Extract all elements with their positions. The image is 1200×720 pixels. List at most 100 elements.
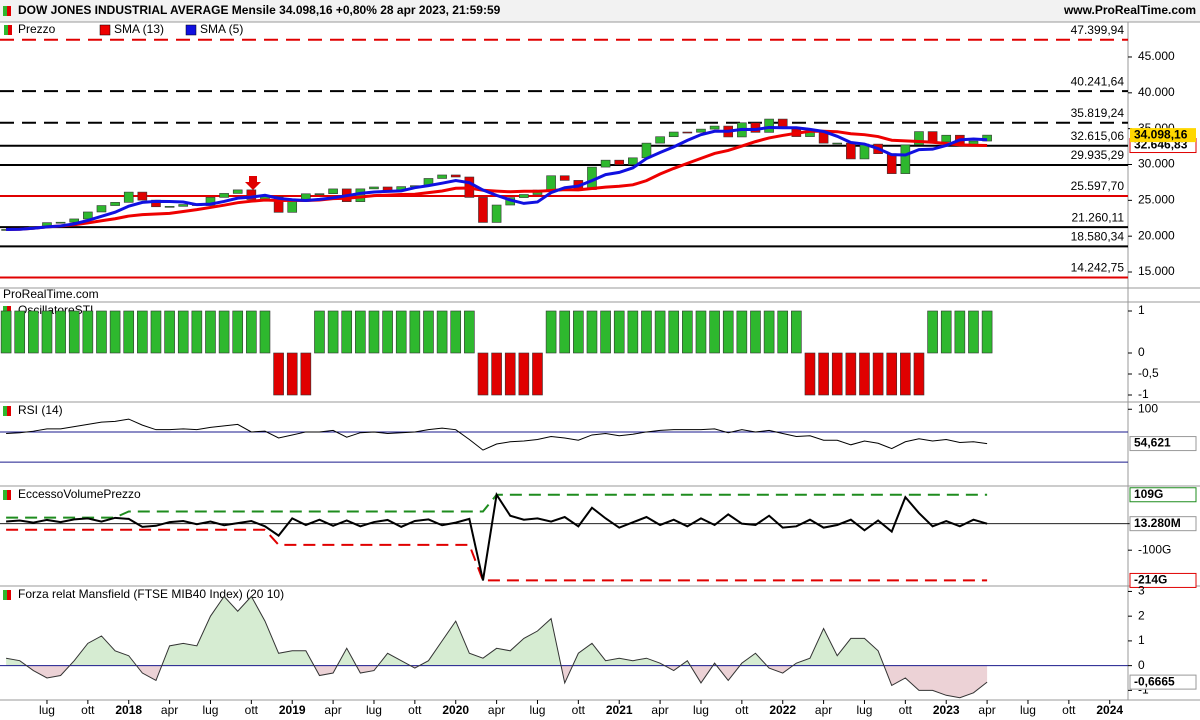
level-label: 25.597,70: [1071, 179, 1125, 193]
oscillator-bar: [981, 310, 993, 354]
y-tick-label: 1: [1138, 633, 1145, 647]
indicator-line: [6, 492, 988, 581]
x-tick-label: apr: [651, 703, 668, 717]
oscillator-bar: [900, 352, 911, 396]
header-site: www.ProRealTime.com: [1063, 3, 1196, 17]
level-label: 40.241,64: [1071, 74, 1125, 88]
legend-label: SMA (13): [114, 22, 164, 36]
oscillator-bar: [818, 352, 829, 396]
y-tick-label: 3: [1138, 584, 1145, 598]
x-tick-label: 2020: [442, 703, 469, 717]
candle: [450, 174, 461, 178]
candle: [219, 193, 229, 198]
x-tick-label: ott: [81, 703, 95, 717]
candle: [709, 125, 720, 130]
oscillator-bar: [355, 310, 366, 354]
oscillator-bar: [314, 310, 325, 354]
oscillator-bar: [191, 310, 203, 354]
oscillator-bar: [464, 310, 475, 354]
oscillator-bar: [600, 310, 611, 354]
oscillator-bar: [913, 352, 925, 396]
indicator-line: [6, 595, 988, 699]
header-title: DOW JONES INDUSTRIAL AVERAGE Mensile 34.…: [18, 3, 501, 17]
candle: [69, 218, 80, 223]
oscillator-bar: [218, 310, 230, 354]
x-tick-label: 2019: [279, 703, 306, 717]
candle: [614, 159, 625, 165]
y-tick-label: 25.000: [1138, 193, 1175, 207]
panel-icon: [7, 406, 11, 416]
oscillator-bar: [0, 310, 12, 354]
oscillator-bar: [791, 310, 802, 354]
oscillator-bar: [341, 310, 353, 354]
panel-title: Forza relat Mansfield (FTSE MIB40 Index)…: [18, 587, 284, 601]
panel-icon: [7, 590, 11, 600]
oscillator-bar: [96, 310, 107, 354]
oscillator-bar: [872, 352, 884, 396]
y-tick-label: 100: [1138, 401, 1158, 415]
legend-swatch: [4, 25, 8, 35]
x-tick-label: apr: [324, 703, 341, 717]
sma-line: [6, 125, 988, 231]
legend-label: SMA (5): [200, 22, 243, 36]
value-tag: [1129, 674, 1197, 690]
oscillator-bar: [518, 352, 530, 396]
y-tick-label: 1: [1138, 303, 1145, 317]
value-tag: [1129, 436, 1197, 452]
candle: [369, 186, 379, 190]
candle: [164, 206, 175, 208]
oscillator-bar: [750, 310, 761, 354]
value-tag-label: -0,6665: [1134, 674, 1175, 688]
candle: [314, 193, 325, 195]
candle: [246, 189, 257, 200]
x-tick-label: apr: [161, 703, 178, 717]
oscillator-bar: [68, 310, 80, 354]
panel-title: EccessoVolumePrezzo: [18, 487, 141, 501]
legend-label: Prezzo: [18, 22, 56, 36]
y-tick-label: -1: [1138, 387, 1149, 401]
x-tick-label: apr: [978, 703, 995, 717]
oscillator-bar: [450, 310, 462, 354]
candle: [832, 142, 843, 145]
y-tick-label: 2: [1138, 608, 1145, 622]
oscillator-bar: [927, 310, 938, 354]
x-tick-label: 2021: [606, 703, 633, 717]
oscillator-bar: [273, 352, 284, 396]
icon: [3, 6, 7, 16]
x-tick-label: apr: [815, 703, 832, 717]
y-tick-label: -0,5: [1138, 366, 1159, 380]
value-tag-label: 54,621: [1134, 436, 1171, 450]
candle: [123, 191, 134, 203]
y-tick-label: 0: [1138, 658, 1145, 672]
candle: [328, 188, 338, 194]
oscillator-bar: [246, 310, 257, 354]
y-tick-label: -100G: [1138, 542, 1171, 556]
oscillator-bar: [491, 352, 502, 396]
oscillator-bar: [886, 352, 898, 396]
oscillator-bar: [709, 310, 720, 354]
candle: [110, 202, 120, 206]
oscillator-bar: [55, 310, 66, 354]
oscillator-bar: [409, 310, 421, 354]
candle: [764, 118, 774, 133]
indicator-line: [6, 418, 988, 451]
x-tick-label: 2023: [933, 703, 960, 717]
oscillator-bar: [177, 310, 189, 354]
y-tick-label: 30.000: [1138, 157, 1175, 171]
x-tick-label: lug: [1020, 703, 1036, 717]
x-tick-label: 2024: [1096, 703, 1123, 717]
x-tick-label: ott: [572, 703, 586, 717]
oscillator-bar: [682, 310, 693, 354]
x-tick-label: lug: [39, 703, 55, 717]
panel-icon: [3, 590, 7, 600]
y-tick-label: 20.000: [1138, 228, 1175, 242]
candle: [478, 197, 488, 223]
level-label: 29.935,29: [1071, 148, 1125, 162]
y-tick-label: 0: [1138, 345, 1145, 359]
x-tick-label: ott: [245, 703, 259, 717]
oscillator-bar: [137, 310, 148, 354]
candle: [437, 174, 447, 179]
value-tag: [1130, 128, 1196, 143]
oscillator-bar: [859, 352, 870, 396]
